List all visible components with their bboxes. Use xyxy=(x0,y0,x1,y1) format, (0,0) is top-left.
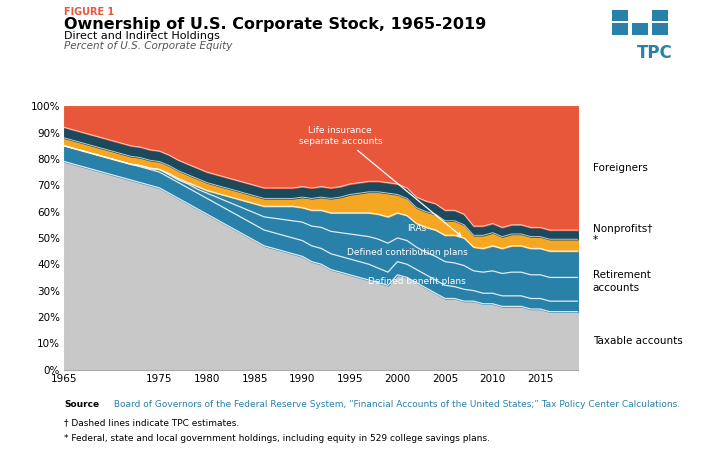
FancyBboxPatch shape xyxy=(632,23,648,35)
Text: Defined benefit plans: Defined benefit plans xyxy=(368,277,466,286)
Text: TPC: TPC xyxy=(637,44,673,62)
Text: Foreigners: Foreigners xyxy=(593,163,648,173)
Text: Direct and Indirect Holdings: Direct and Indirect Holdings xyxy=(64,31,220,41)
FancyBboxPatch shape xyxy=(613,23,628,35)
FancyBboxPatch shape xyxy=(613,10,628,21)
Text: * Federal, state and local government holdings, including equity in 529 college : * Federal, state and local government ho… xyxy=(64,434,490,443)
Text: Taxable accounts: Taxable accounts xyxy=(593,335,683,346)
Text: Life insurance
separate accounts: Life insurance separate accounts xyxy=(298,127,461,236)
Text: Ownership of U.S. Corporate Stock, 1965-2019: Ownership of U.S. Corporate Stock, 1965-… xyxy=(64,17,486,32)
Text: † Dashed lines indicate TPC estimates.: † Dashed lines indicate TPC estimates. xyxy=(64,418,239,427)
FancyBboxPatch shape xyxy=(651,10,668,21)
Text: Source: Source xyxy=(64,400,99,408)
Text: Retirement
accounts: Retirement accounts xyxy=(593,270,650,292)
FancyBboxPatch shape xyxy=(651,23,668,35)
Text: Nonprofits†
*: Nonprofits† * xyxy=(593,224,652,245)
Text: Board of Governors of the Federal Reserve System, “Financial Accounts of the Uni: Board of Governors of the Federal Reserv… xyxy=(111,400,680,408)
Text: Percent of U.S. Corporate Equity: Percent of U.S. Corporate Equity xyxy=(64,41,233,51)
Text: FIGURE 1: FIGURE 1 xyxy=(64,7,114,17)
Text: Defined contribution plans: Defined contribution plans xyxy=(346,248,468,257)
Text: IRAs: IRAs xyxy=(407,224,426,232)
